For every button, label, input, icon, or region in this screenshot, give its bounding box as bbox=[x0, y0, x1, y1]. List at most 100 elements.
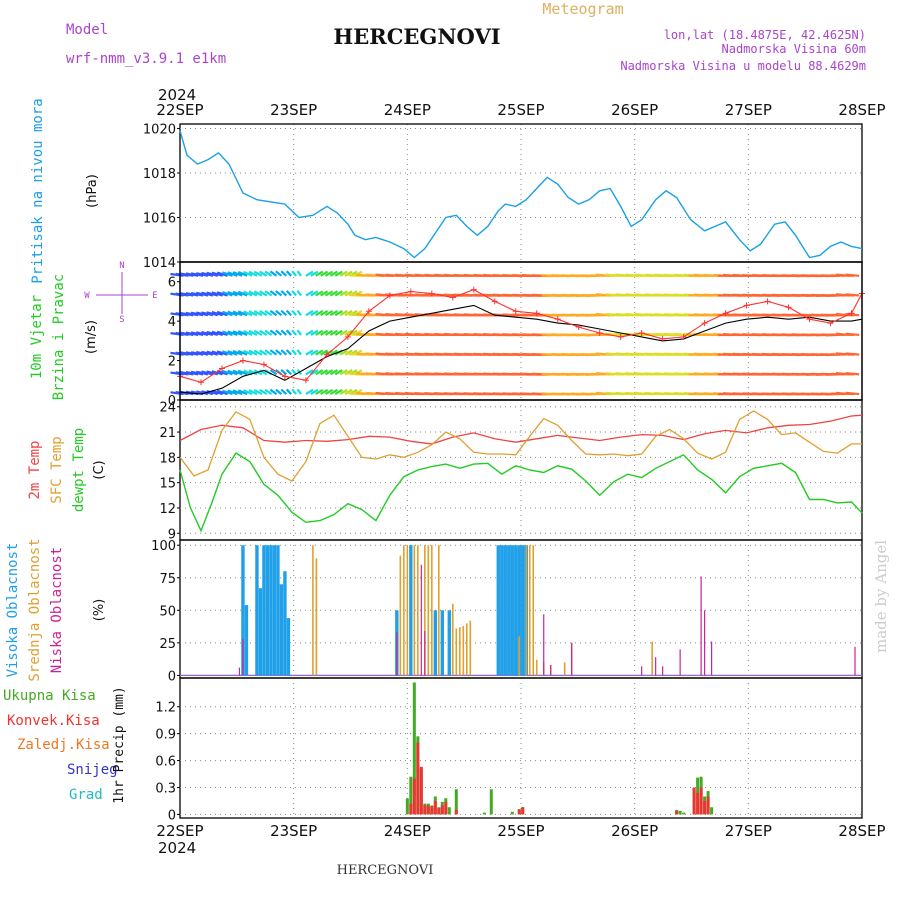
wind-gust-marker bbox=[491, 298, 498, 305]
wind-arrow bbox=[211, 311, 223, 317]
cloud-bar bbox=[279, 584, 284, 676]
wind-arrow bbox=[206, 350, 219, 356]
wind-arrow bbox=[248, 310, 258, 317]
wind-arrow bbox=[285, 270, 292, 277]
cloud-bar bbox=[244, 605, 249, 676]
precip-bar bbox=[405, 798, 409, 815]
y-tick-label: 0.9 bbox=[155, 728, 176, 743]
cloud-bar bbox=[276, 545, 280, 676]
cloud-bar bbox=[420, 564, 422, 676]
cloud-bar bbox=[465, 623, 468, 676]
precip-bar bbox=[692, 787, 696, 815]
wind-arrow bbox=[291, 368, 297, 376]
precip-bar bbox=[430, 806, 434, 815]
wind-arrow bbox=[201, 370, 214, 376]
wind-arrow bbox=[206, 291, 219, 297]
precip-legend-total: Ukupna Kisa bbox=[3, 688, 96, 704]
wind-arrow bbox=[190, 311, 204, 317]
wind-arrow bbox=[305, 349, 314, 356]
wind-arrow bbox=[227, 389, 238, 396]
wind-arrow bbox=[310, 349, 319, 356]
time-tick-label-top: 28SEP bbox=[838, 101, 885, 119]
wind-arrow bbox=[296, 329, 302, 336]
wind-arrow bbox=[845, 352, 860, 356]
pressure-panel: Pritisak na nivou mora (hPa) 1014 1016 101… bbox=[30, 98, 863, 284]
wind-arrow bbox=[339, 270, 348, 277]
wind-arrow bbox=[280, 290, 288, 297]
y-tick-label: 1018 bbox=[143, 167, 176, 182]
wind-arrow bbox=[305, 270, 314, 277]
wind-arrow bbox=[211, 370, 223, 376]
precip-bar bbox=[510, 811, 514, 815]
cloud-bar bbox=[525, 545, 528, 676]
wind-arrow bbox=[264, 270, 273, 277]
cloud-bar bbox=[507, 545, 511, 676]
precip-bar bbox=[416, 742, 420, 815]
wind-arrow bbox=[310, 270, 319, 277]
wind-arrow bbox=[232, 389, 243, 396]
wind-arrow bbox=[334, 270, 343, 277]
time-tick-label-bottom: 25SEP bbox=[497, 822, 544, 840]
cloud-bar bbox=[272, 545, 277, 676]
wind-arrow bbox=[248, 389, 258, 396]
cloud-bar bbox=[283, 571, 287, 676]
wind-arrow bbox=[264, 388, 273, 396]
cloud-bar bbox=[312, 545, 314, 676]
cloud-bar bbox=[396, 632, 398, 676]
compass-s: S bbox=[119, 315, 124, 325]
wind-arrow bbox=[275, 349, 283, 356]
wind-arrow bbox=[296, 388, 302, 395]
wind-gust-marker bbox=[197, 379, 204, 386]
wind-arrow bbox=[320, 270, 329, 277]
temp-ylabel-c: dewpt Temp bbox=[71, 428, 87, 512]
wind-arrow bbox=[253, 349, 263, 356]
cloud-bar bbox=[258, 588, 263, 676]
precip-bar bbox=[412, 778, 416, 815]
wind-arrow bbox=[243, 270, 253, 277]
wind-arrow bbox=[206, 330, 219, 337]
pressure-unit: (hPa) bbox=[85, 174, 100, 208]
wind-arrow bbox=[339, 349, 348, 356]
wind-arrow bbox=[227, 369, 238, 376]
wind-gust-marker bbox=[302, 377, 309, 384]
wind-arrow bbox=[305, 369, 314, 376]
precip-bar bbox=[699, 787, 703, 815]
compass-e: E bbox=[152, 291, 157, 301]
y-tick-label: 25 bbox=[159, 637, 176, 652]
wind-speed-line bbox=[179, 304, 863, 395]
time-tick-label-top: 25SEP bbox=[497, 101, 544, 119]
wind-arrow bbox=[243, 310, 253, 317]
wind-gust-marker bbox=[617, 333, 624, 340]
wind-arrow bbox=[315, 388, 324, 396]
wind-arrow bbox=[211, 291, 223, 297]
wind-arrow bbox=[195, 272, 209, 277]
wind-arrow bbox=[222, 389, 233, 396]
wind-arrow bbox=[243, 330, 253, 336]
cloud-bar bbox=[528, 545, 531, 676]
wind-arrow bbox=[222, 330, 233, 336]
cloud-bar bbox=[571, 642, 573, 676]
time-tick-label-bottom: 23SEP bbox=[270, 822, 317, 840]
wind-arrow bbox=[259, 388, 268, 396]
temp-ylabel-b: SFC Temp bbox=[49, 436, 65, 503]
precip-bar bbox=[710, 807, 714, 815]
y-tick-label: 24 bbox=[159, 401, 176, 416]
precip-legend-snow: Snijeg bbox=[67, 762, 118, 778]
wind-arrow bbox=[324, 270, 334, 277]
wind-arrow bbox=[243, 389, 253, 396]
y-tick-label: 9 bbox=[168, 527, 176, 542]
wind-gust-marker bbox=[533, 310, 540, 317]
wind-arrow bbox=[291, 388, 297, 395]
cloud-bar bbox=[440, 610, 445, 676]
cloud-bar bbox=[242, 638, 244, 676]
wind-arrow bbox=[296, 290, 302, 297]
wind-arrow bbox=[280, 388, 288, 395]
cloud-bar bbox=[535, 659, 538, 676]
y-tick-label: 50 bbox=[159, 604, 176, 619]
wind-arrow bbox=[324, 310, 334, 317]
wind-arrow bbox=[201, 311, 214, 317]
y-tick-label: 1014 bbox=[143, 256, 176, 271]
wind-arrow bbox=[285, 349, 292, 356]
wind-arrow bbox=[237, 270, 248, 277]
